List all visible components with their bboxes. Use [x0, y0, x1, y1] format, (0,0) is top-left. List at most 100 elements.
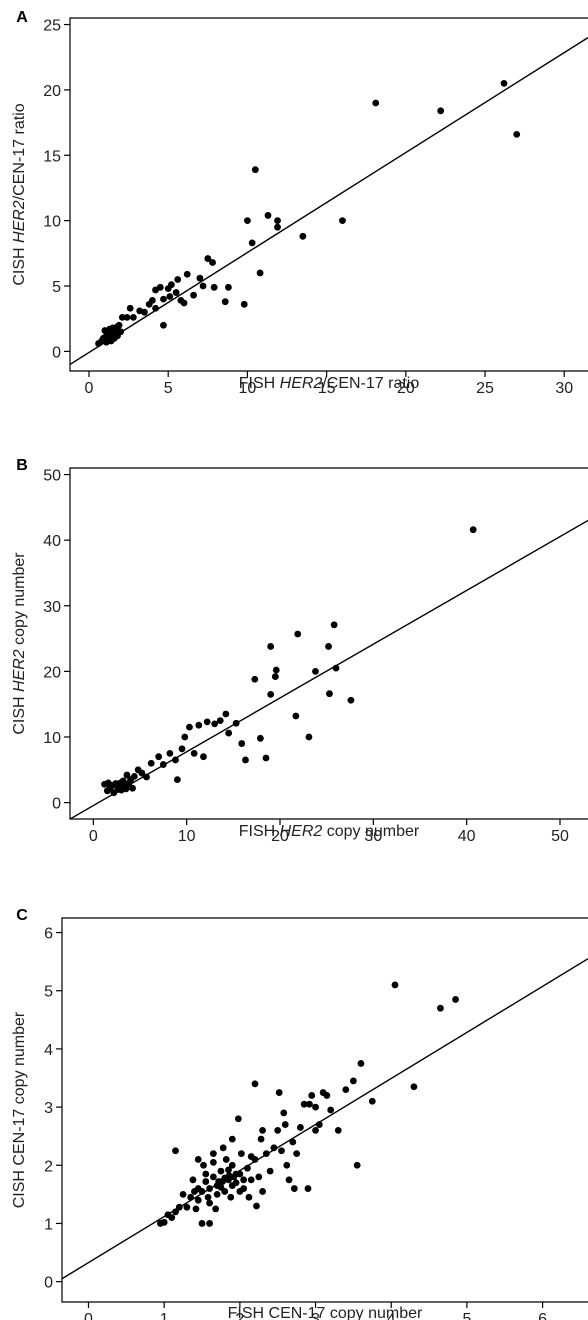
- panel-a-y-axis-title: CISH HER2/CEN-17 ratio: [11, 103, 28, 285]
- data-point: [195, 721, 203, 729]
- data-point: [247, 1176, 255, 1184]
- x-tick-label: 10: [239, 380, 257, 397]
- data-point: [152, 304, 159, 312]
- data-point: [217, 1183, 225, 1191]
- x-tick-label: 25: [476, 380, 494, 397]
- data-point: [274, 1126, 282, 1134]
- data-point: [166, 293, 174, 300]
- data-point: [190, 291, 197, 299]
- data-point: [196, 274, 204, 282]
- panel-c-x-axis-title: FISH CEN-17 copy number: [228, 1305, 423, 1320]
- data-point: [200, 753, 207, 761]
- data-point: [122, 785, 130, 793]
- x-tick-label: 10: [178, 828, 196, 845]
- data-point: [187, 1193, 195, 1201]
- data-point: [280, 1109, 288, 1117]
- data-point: [242, 756, 249, 764]
- data-point: [212, 1205, 220, 1213]
- panel-b-frame: [69, 467, 588, 820]
- data-point: [240, 1176, 248, 1184]
- data-point: [168, 1214, 176, 1222]
- data-point: [190, 749, 198, 757]
- data-point: [240, 300, 248, 308]
- data-point: [292, 712, 300, 720]
- data-point: [117, 779, 124, 787]
- panel-a-plot-area: [70, 37, 588, 366]
- data-point: [167, 281, 175, 289]
- data-point: [353, 1161, 361, 1169]
- data-point: [256, 269, 264, 277]
- data-point: [221, 298, 229, 306]
- data-point: [174, 276, 182, 283]
- panel-c-frame: [61, 917, 588, 1303]
- data-point: [209, 1150, 217, 1158]
- data-point: [278, 1147, 285, 1155]
- data-point: [270, 1144, 278, 1152]
- data-point: [327, 1106, 335, 1114]
- x-tick-label: 30: [364, 828, 382, 845]
- y-tick-label: 10: [43, 214, 61, 231]
- data-point: [219, 1178, 226, 1185]
- data-point: [118, 313, 126, 321]
- data-point: [300, 1100, 308, 1108]
- x-tick-label: 20: [397, 380, 415, 397]
- data-point: [323, 1092, 331, 1099]
- data-point: [178, 745, 186, 753]
- data-point: [342, 1086, 350, 1094]
- data-point: [199, 282, 207, 290]
- data-point: [194, 1156, 202, 1163]
- data-point: [204, 255, 212, 262]
- data-point: [210, 283, 218, 291]
- data-point: [437, 107, 445, 115]
- panel-c-y-axis-title: CISH CEN-17 copy number: [11, 1011, 28, 1208]
- data-point: [257, 1135, 265, 1143]
- data-point: [267, 690, 275, 698]
- x-tick-label: 20: [271, 828, 289, 845]
- data-point: [234, 1115, 242, 1123]
- data-point: [110, 334, 118, 342]
- data-point: [255, 1173, 263, 1181]
- data-point: [123, 313, 131, 321]
- panel-a-letter: A: [16, 9, 28, 26]
- data-point: [106, 325, 114, 333]
- x-tick-label: 0: [84, 1311, 93, 1320]
- x-tick-label: 50: [551, 828, 569, 845]
- y-tick-label: 20: [43, 83, 61, 100]
- data-point: [272, 666, 280, 674]
- data-point: [304, 1185, 312, 1192]
- data-point: [159, 761, 167, 768]
- x-tick-label: 2: [235, 1311, 244, 1320]
- data-point: [312, 667, 319, 675]
- y-tick-label: 5: [52, 279, 61, 296]
- data-point: [209, 259, 216, 266]
- data-point: [238, 740, 246, 747]
- data-point: [211, 720, 219, 728]
- data-point: [297, 1124, 304, 1131]
- data-point: [194, 1196, 202, 1204]
- data-point: [391, 981, 399, 989]
- data-point: [175, 1203, 183, 1211]
- data-point: [160, 295, 167, 303]
- panel-a: 0 5 10 15 20 25 30 0 5 10 15 20 25 A FISH HER2/CEN-17 …: [11, 9, 588, 397]
- data-point: [274, 223, 281, 231]
- y-tick-label: 0: [52, 344, 61, 361]
- data-point: [181, 733, 189, 741]
- data-point: [183, 270, 191, 278]
- data-point: [217, 1167, 225, 1175]
- panel-b-letter: B: [16, 457, 28, 474]
- y-tick-label: 30: [43, 599, 61, 616]
- panel-a-fit-line: [70, 37, 588, 366]
- data-point: [172, 1208, 179, 1216]
- data-point: [372, 99, 380, 107]
- y-tick-label: 4: [44, 1042, 53, 1059]
- data-point: [213, 1190, 221, 1198]
- data-point: [347, 696, 355, 704]
- data-point: [305, 733, 313, 741]
- x-tick-label: 6: [538, 1311, 547, 1320]
- data-point: [160, 1218, 168, 1226]
- y-tick-label: 5: [44, 984, 53, 1001]
- data-point: [172, 756, 179, 764]
- y-axis-title-part-0: CISH: [11, 692, 28, 735]
- x-tick-label: 30: [555, 380, 573, 397]
- data-point: [266, 1167, 274, 1175]
